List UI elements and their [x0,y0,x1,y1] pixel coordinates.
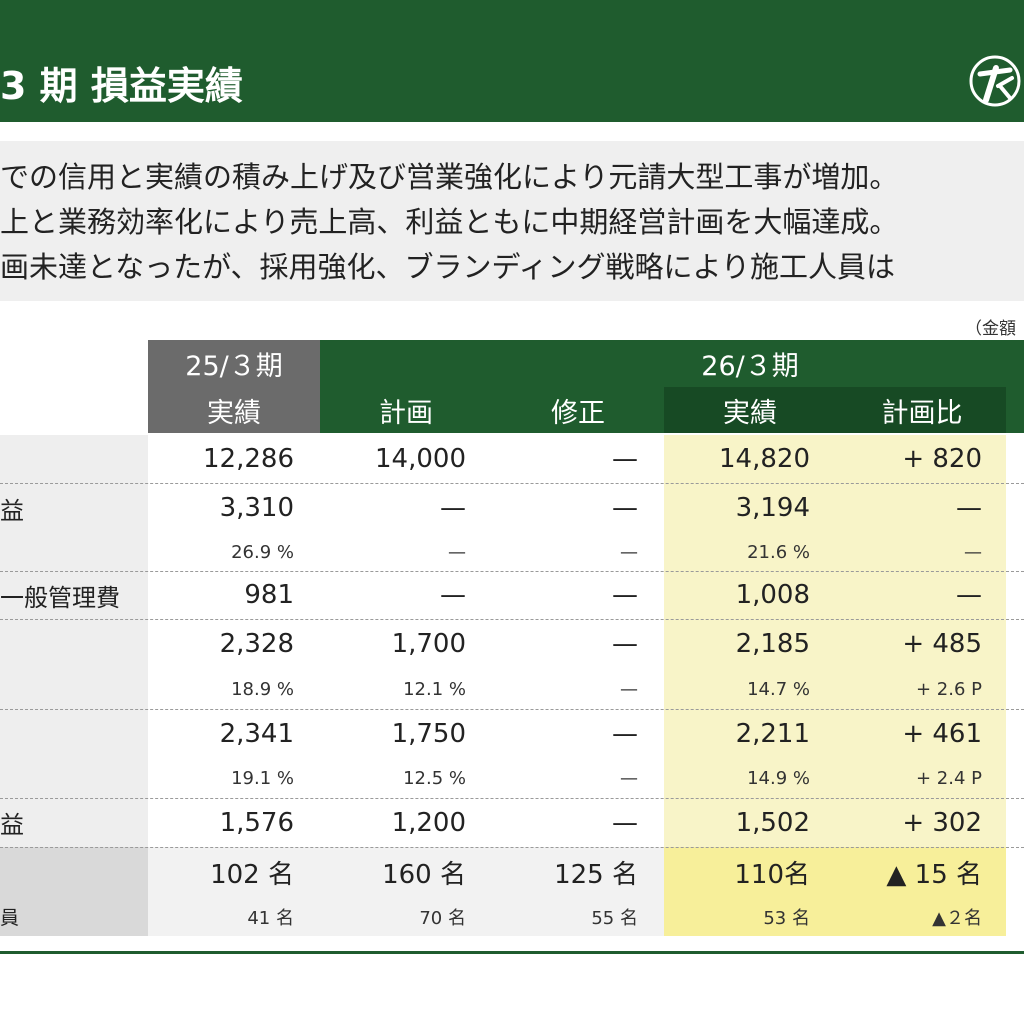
table-cell: — [612,580,638,610]
table-cell: — [612,493,638,523]
summary-line: 画未達となったが、採用強化、ブランディング戦略により施工人員は [0,250,895,284]
table-cell: ▲２名 [932,907,982,929]
column-plan: 計画 [379,397,433,429]
row-divider [0,709,1024,710]
summary-line: 上と業務効率化により売上高、利益ともに中期経営計画を大幅達成。 [0,205,899,239]
table-cell: 1,008 [735,580,810,610]
header-subrow-dark [664,387,1006,433]
company-logo-icon [969,55,1021,107]
table-cell: 1,200 [391,807,466,838]
table-cell: ▲ 15 名 [886,859,982,890]
period-26-label: 26/３期 [701,350,799,382]
table-cell: + 820 [902,444,982,474]
row-label [0,619,148,669]
table-cell: 41 名 [247,907,294,929]
table-cell: 1,700 [391,629,466,659]
row-divider [0,798,1024,799]
table-cell: 70 名 [419,907,466,929]
table-cell: 14,820 [719,444,810,474]
row-divider [0,483,1024,484]
header-cell-edge [1008,340,1024,433]
table-cell: 26.9 % [231,541,294,563]
row-label [0,669,148,709]
summary-box: での信用と実績の積み上げ及び営業強化により元請大型工事が増加。 上と業務効率化に… [0,141,1024,301]
table-cell: — [956,493,982,523]
row-label [0,435,148,483]
row-label [0,533,148,571]
table-cell: 55 名 [591,907,638,929]
row-label: 益 [0,496,24,525]
table-cell: + 2.4 P [915,767,982,789]
column-revised: 修正 [551,397,605,429]
table-cell: — [440,580,466,610]
table-cell: — [448,541,466,563]
table-cell: — [620,767,638,789]
table-cell: 12.5 % [403,767,466,789]
row-label: 員 [0,907,20,929]
table-cell: 3,194 [735,493,810,523]
table-cell: 1,576 [219,807,294,838]
table-cell: 2,341 [219,718,294,749]
table-cell: — [620,678,638,700]
table-cell: 981 [244,580,294,610]
table-cell: — [612,807,638,838]
header-cell-25-actual [148,340,320,433]
bottom-rule [0,951,1024,954]
table-cell: 12.1 % [403,678,466,700]
row-label [0,847,148,897]
period-25-label: 25/３期 [185,350,283,382]
table-cell: — [956,580,982,610]
row-label: 益 [0,811,24,839]
page-title: 3 期 損益実績 [0,64,243,108]
table-cell: + 302 [902,807,982,838]
personnel-highlight [664,847,1006,936]
table-cell: — [440,493,466,523]
row-divider [0,619,1024,620]
header-cell-revised [492,340,664,433]
table-cell: 14.7 % [747,678,810,700]
row-label: 一般管理費 [0,583,120,612]
table-cell: — [612,718,638,749]
table-cell: 2,211 [735,718,810,749]
summary-line: での信用と実績の積み上げ及び営業強化により元請大型工事が増加。 [0,160,899,194]
table-cell: — [612,444,638,474]
unit-note: （金額 [965,319,1016,339]
row-divider [0,847,1024,848]
title-banner: 3 期 損益実績 [0,0,1024,122]
table-cell: + 2.6 P [915,678,982,700]
row-divider [0,571,1024,572]
column-26-actual: 実績 [723,397,777,429]
table-cell: 14.9 % [747,767,810,789]
table-cell: 110名 [734,859,810,890]
table-cell: — [612,629,638,659]
table-cell: 1,502 [735,807,810,838]
table-cell: 18.9 % [231,678,294,700]
table-cell: 3,310 [219,493,294,523]
table-cell: 2,185 [735,629,810,659]
row-label [0,758,148,798]
table-cell: — [620,541,638,563]
table-cell: + 485 [902,629,982,659]
header-cell-plan [320,340,492,433]
personnel-row-shade [148,847,664,936]
table-cell: 125 名 [554,859,638,890]
label-column-shade [0,435,148,847]
table-cell: 160 名 [382,859,466,890]
table-cell: 12,286 [203,444,294,474]
table-cell: 21.6 % [747,541,810,563]
row-label [0,709,148,758]
table-cell: 102 名 [210,859,294,890]
table-cell: 14,000 [375,444,466,474]
table-cell: — [964,541,982,563]
column-25-actual: 実績 [207,397,261,429]
table-cell: 1,750 [391,718,466,749]
table-cell: + 461 [902,718,982,749]
label-column-shade-dark [0,847,148,936]
column-plan-ratio: 計画比 [881,397,963,429]
table-cell: 53 名 [763,907,810,929]
table-cell: 2,328 [219,629,294,659]
table-cell: 19.1 % [231,767,294,789]
